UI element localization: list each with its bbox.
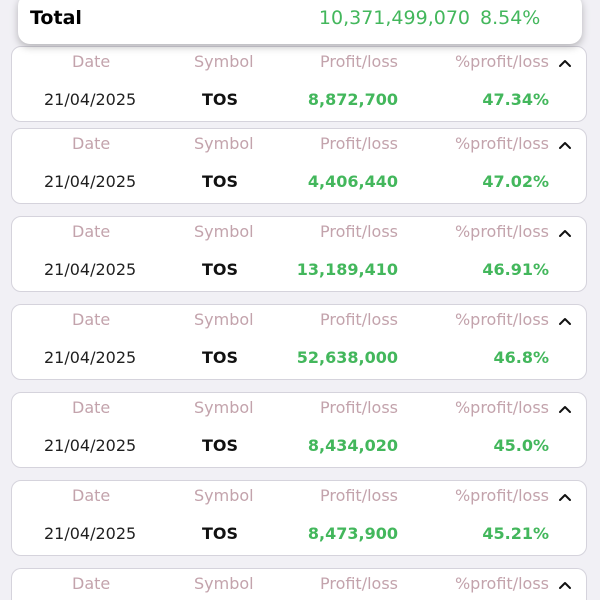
- profit-value: 52,638,000: [296, 348, 398, 367]
- total-summary-bar: Total 10,371,499,070 8.54%: [18, 0, 582, 44]
- profit-value: 8,872,700: [307, 90, 398, 109]
- list-item[interactable]: Date Symbol Profit/loss %profit/loss 21/…: [11, 46, 587, 122]
- percent-value: 47.02%: [482, 172, 549, 191]
- percent-header: %profit/loss: [454, 310, 549, 329]
- percent-header: %profit/loss: [454, 52, 549, 71]
- profit-header: Profit/loss: [319, 574, 398, 593]
- list-item[interactable]: Date Symbol Profit/loss %profit/loss 21/…: [11, 304, 587, 380]
- date-value: 21/04/2025: [44, 90, 137, 109]
- date-header: Date: [72, 398, 111, 417]
- profit-header: Profit/loss: [319, 398, 398, 417]
- symbol-value: TOS: [202, 172, 239, 191]
- chevron-up-icon[interactable]: [556, 137, 574, 155]
- list-item[interactable]: Date Symbol Profit/loss %profit/loss 21/…: [11, 128, 587, 204]
- symbol-header: Symbol: [194, 486, 254, 505]
- symbol-header: Symbol: [194, 310, 254, 329]
- percent-header: %profit/loss: [454, 134, 549, 153]
- date-value: 21/04/2025: [44, 524, 137, 543]
- percent-header: %profit/loss: [454, 574, 549, 593]
- total-label: Total: [30, 7, 82, 29]
- date-header: Date: [72, 134, 111, 153]
- symbol-value: TOS: [202, 90, 239, 109]
- list-item[interactable]: Date Symbol Profit/loss %profit/loss: [11, 568, 587, 600]
- symbol-value: TOS: [202, 260, 239, 279]
- symbol-header: Symbol: [194, 398, 254, 417]
- profit-value: 8,434,020: [307, 436, 398, 455]
- chevron-up-icon[interactable]: [556, 577, 574, 595]
- symbol-value: TOS: [202, 524, 239, 543]
- date-header: Date: [72, 486, 111, 505]
- date-value: 21/04/2025: [44, 172, 137, 191]
- percent-value: 45.21%: [482, 524, 549, 543]
- percent-header: %profit/loss: [454, 486, 549, 505]
- profit-header: Profit/loss: [319, 134, 398, 153]
- profit-value: 13,189,410: [296, 260, 398, 279]
- date-header: Date: [72, 52, 111, 71]
- symbol-header: Symbol: [194, 574, 254, 593]
- date-header: Date: [72, 222, 111, 241]
- symbol-header: Symbol: [194, 52, 254, 71]
- date-value: 21/04/2025: [44, 436, 137, 455]
- profit-header: Profit/loss: [319, 52, 398, 71]
- profit-value: 8,473,900: [307, 524, 398, 543]
- profit-header: Profit/loss: [319, 486, 398, 505]
- chevron-up-icon[interactable]: [556, 489, 574, 507]
- profit-header: Profit/loss: [319, 310, 398, 329]
- percent-value: 47.34%: [482, 90, 549, 109]
- percent-value: 46.91%: [482, 260, 549, 279]
- date-header: Date: [72, 310, 111, 329]
- date-value: 21/04/2025: [44, 348, 137, 367]
- list-item[interactable]: Date Symbol Profit/loss %profit/loss 21/…: [11, 392, 587, 468]
- percent-value: 46.8%: [493, 348, 549, 367]
- chevron-up-icon[interactable]: [556, 225, 574, 243]
- percent-header: %profit/loss: [454, 398, 549, 417]
- chevron-up-icon[interactable]: [556, 55, 574, 73]
- list-item[interactable]: Date Symbol Profit/loss %profit/loss 21/…: [11, 480, 587, 556]
- date-value: 21/04/2025: [44, 260, 137, 279]
- chevron-up-icon[interactable]: [556, 313, 574, 331]
- profit-value: 4,406,440: [307, 172, 398, 191]
- date-header: Date: [72, 574, 111, 593]
- percent-value: 45.0%: [493, 436, 549, 455]
- profit-header: Profit/loss: [319, 222, 398, 241]
- total-percent: 8.54%: [480, 7, 541, 29]
- percent-header: %profit/loss: [454, 222, 549, 241]
- chevron-up-icon[interactable]: [556, 401, 574, 419]
- symbol-header: Symbol: [194, 222, 254, 241]
- list-item[interactable]: Date Symbol Profit/loss %profit/loss 21/…: [11, 216, 587, 292]
- symbol-value: TOS: [202, 348, 239, 367]
- symbol-header: Symbol: [194, 134, 254, 153]
- total-amount: 10,371,499,070: [318, 7, 470, 29]
- symbol-value: TOS: [202, 436, 239, 455]
